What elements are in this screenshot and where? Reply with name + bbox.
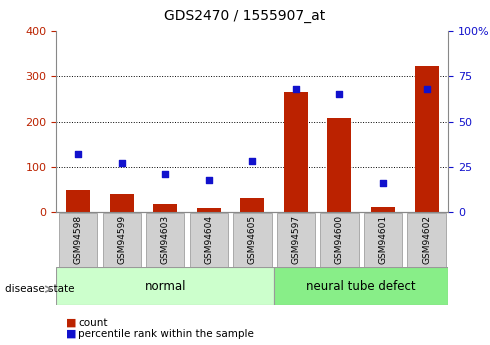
Bar [197, 208, 221, 212]
Point [161, 171, 169, 177]
Text: GSM94599: GSM94599 [117, 215, 126, 264]
FancyBboxPatch shape [274, 267, 448, 305]
FancyBboxPatch shape [407, 213, 446, 267]
Text: neural tube defect: neural tube defect [306, 280, 416, 293]
Bar [153, 204, 177, 212]
Bar [327, 118, 351, 212]
FancyBboxPatch shape [102, 213, 141, 267]
Bar [110, 194, 134, 212]
Text: disease state: disease state [5, 284, 74, 294]
FancyBboxPatch shape [233, 213, 271, 267]
Text: GSM94603: GSM94603 [161, 215, 170, 264]
Text: GSM94600: GSM94600 [335, 215, 344, 264]
FancyBboxPatch shape [56, 267, 274, 305]
FancyBboxPatch shape [146, 213, 184, 267]
Text: ■: ■ [66, 329, 76, 339]
Text: GSM94602: GSM94602 [422, 215, 431, 264]
Text: normal: normal [145, 280, 186, 293]
Text: GDS2470 / 1555907_at: GDS2470 / 1555907_at [164, 9, 326, 23]
Text: GSM94597: GSM94597 [292, 215, 300, 264]
Point [379, 180, 387, 186]
Point [205, 177, 213, 182]
Point [292, 86, 300, 92]
Point [423, 86, 431, 92]
Point [336, 92, 343, 97]
Text: GSM94601: GSM94601 [378, 215, 388, 264]
FancyBboxPatch shape [320, 213, 359, 267]
Bar [66, 189, 90, 212]
Text: ■: ■ [66, 318, 76, 327]
Point [248, 159, 256, 164]
Bar [415, 66, 439, 212]
FancyBboxPatch shape [364, 213, 402, 267]
Text: GSM94605: GSM94605 [248, 215, 257, 264]
FancyBboxPatch shape [190, 213, 228, 267]
FancyBboxPatch shape [277, 213, 315, 267]
Point [118, 160, 125, 166]
Text: percentile rank within the sample: percentile rank within the sample [78, 329, 254, 339]
Point [74, 151, 82, 157]
Text: GSM94604: GSM94604 [204, 215, 213, 264]
FancyBboxPatch shape [59, 213, 98, 267]
Text: GSM94598: GSM94598 [74, 215, 83, 264]
Bar [371, 207, 395, 212]
Text: count: count [78, 318, 108, 327]
Bar [284, 92, 308, 212]
Bar [241, 198, 264, 212]
